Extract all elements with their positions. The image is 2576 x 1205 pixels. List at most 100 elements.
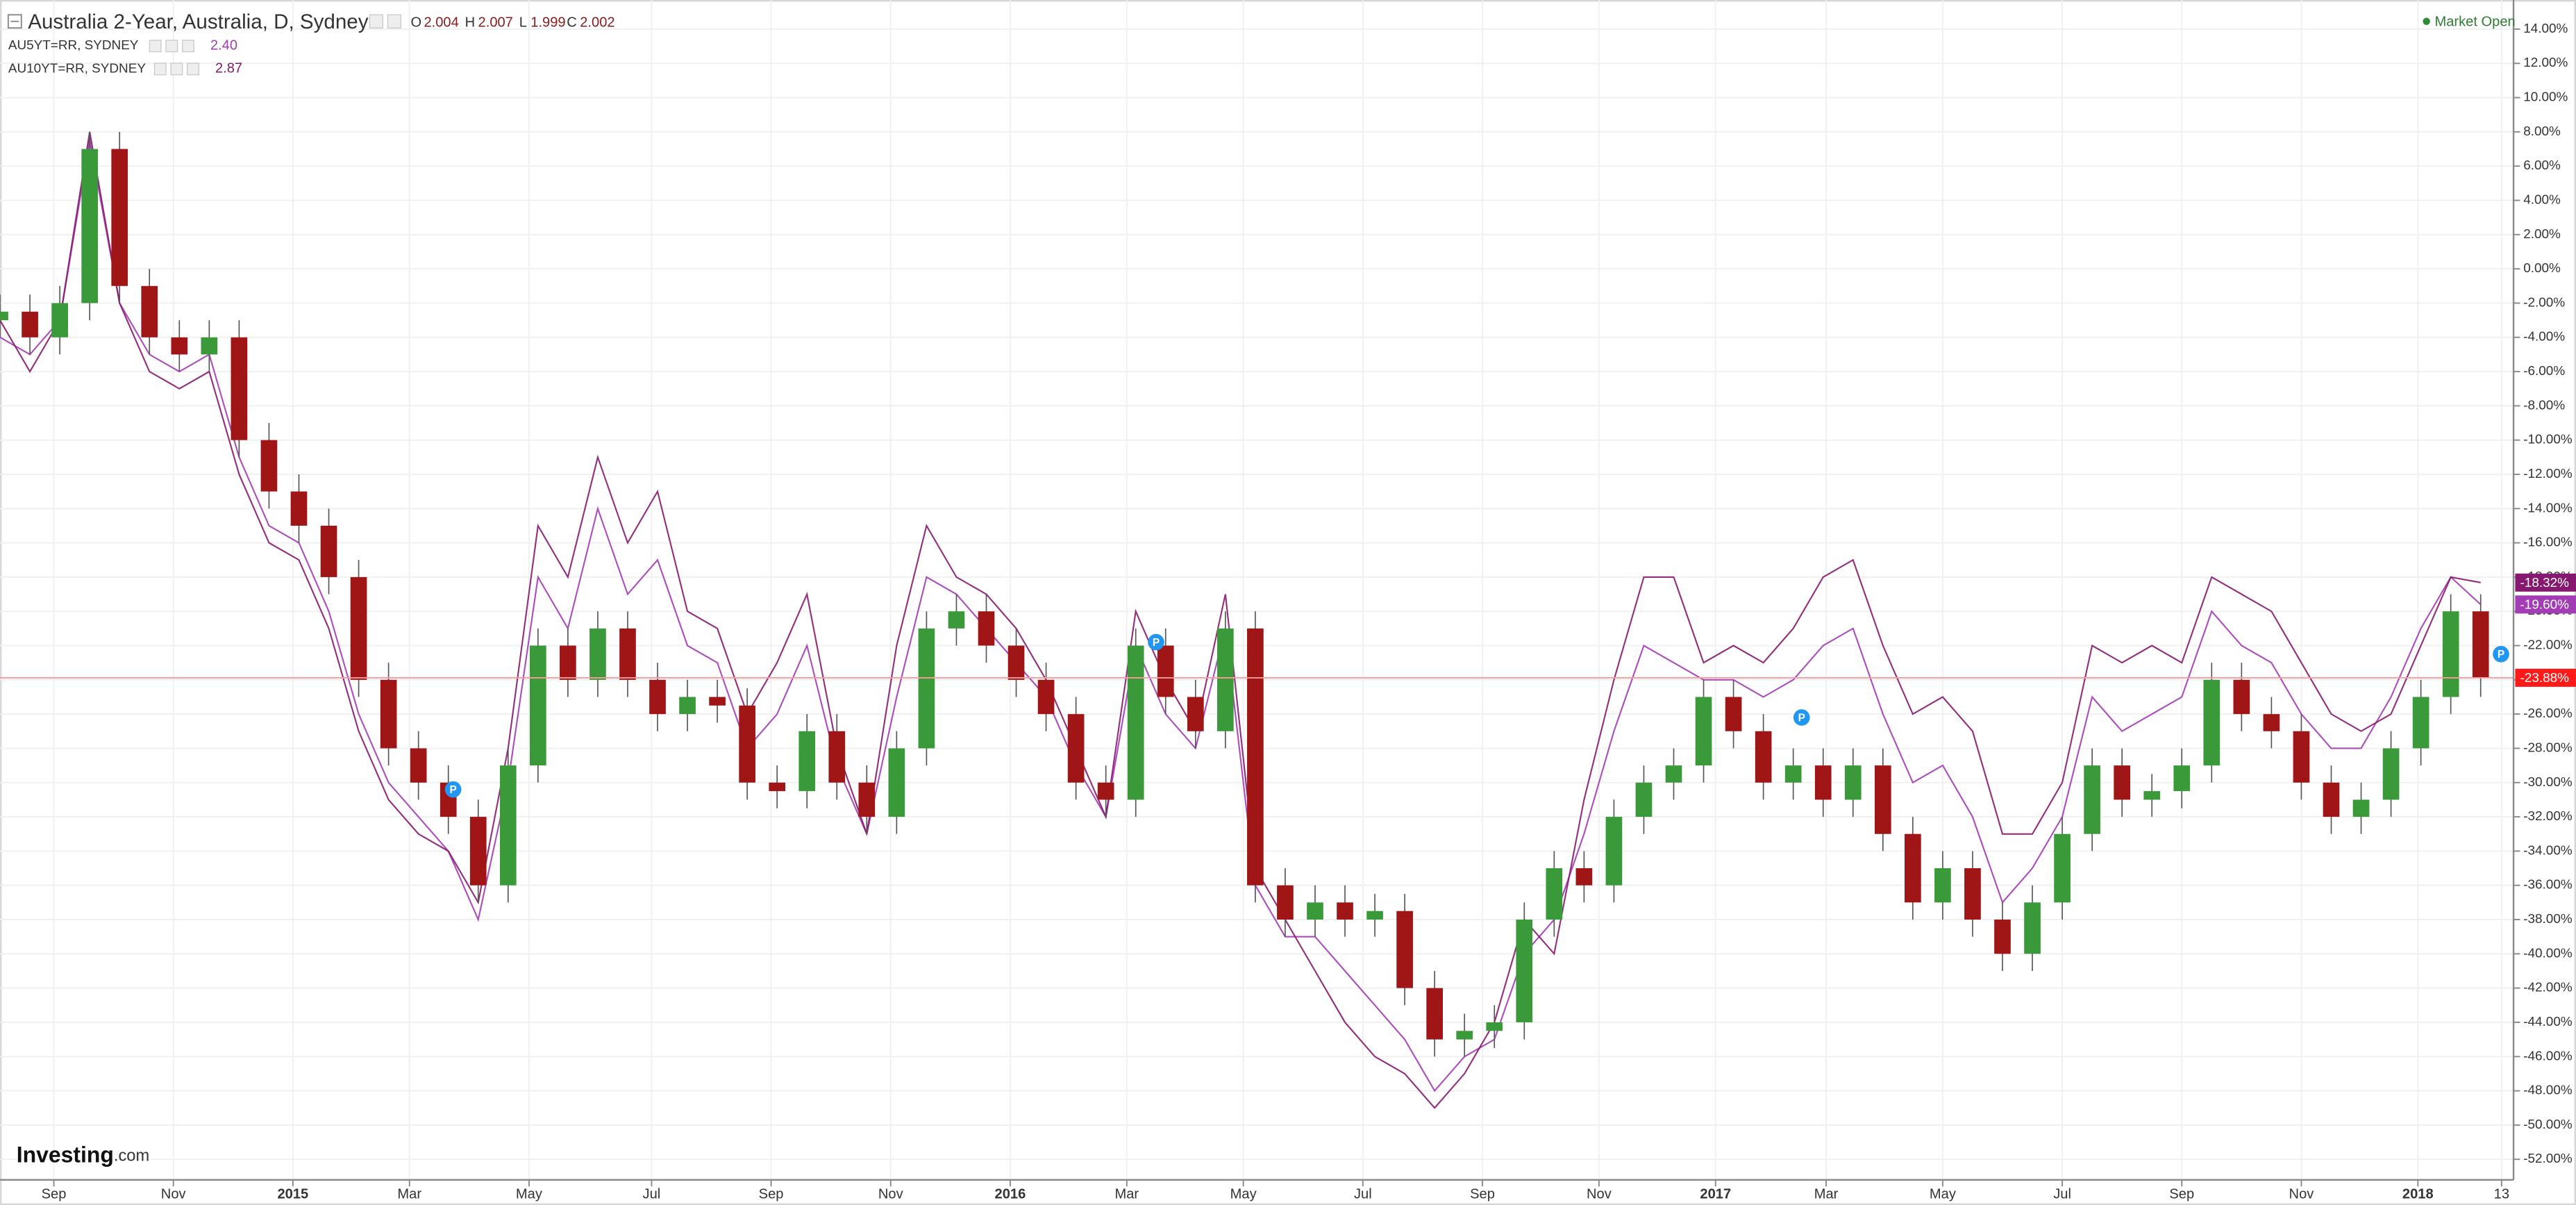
candle-body [1007, 645, 1025, 680]
x-tick-label: Sep [2169, 1186, 2194, 1202]
ohlc-key: C [567, 15, 577, 30]
logo-suffix: .com [114, 1147, 149, 1165]
candle-body [2024, 902, 2041, 954]
candle-body [2084, 765, 2100, 834]
candle-body [1516, 920, 1533, 1022]
legend-icon [181, 40, 194, 53]
hide-icon[interactable] [387, 14, 402, 28]
y-tick-label: -40.00% [2523, 946, 2573, 961]
candle-body [1546, 868, 1563, 920]
candle-body [619, 628, 636, 680]
y-tick-label: -50.00% [2523, 1117, 2573, 1132]
x-tick-label: Jul [2053, 1186, 2071, 1202]
price-box-label: -23.88% [2520, 671, 2570, 685]
candle-body [499, 765, 517, 886]
candle-body [1486, 1022, 1503, 1031]
y-tick-label: -10.00% [2523, 433, 2573, 447]
x-tick-label: Sep [759, 1186, 784, 1202]
candle-body [1725, 697, 1742, 731]
ohlc-value: 2.007 [478, 15, 513, 30]
candle-body [798, 731, 816, 792]
candle-body [22, 311, 38, 338]
candle-body [679, 697, 696, 715]
x-tick-label: Mar [1814, 1186, 1839, 1202]
y-tick-label: -38.00% [2523, 912, 2573, 926]
y-tick-label: 4.00% [2523, 192, 2561, 207]
legend-name: AU10YT=RR, SYDNEY [8, 61, 146, 76]
ohlc-value: 1.999 [530, 15, 565, 30]
x-tick-label: Sep [42, 1186, 67, 1202]
candle-body [201, 337, 218, 355]
candle-body [1456, 1031, 1473, 1040]
settings-icon[interactable] [369, 14, 384, 28]
header-quotes: O 2.004 H 2.007 L 1.999 C 2.002 AU5YT=RR, SYDNEY… [8, 15, 615, 76]
candle-body [1784, 765, 1802, 783]
candle-body [410, 748, 427, 783]
candle-body [1814, 765, 1832, 800]
y-tick-label: -48.00% [2523, 1083, 2573, 1098]
candle-body [2173, 765, 2191, 792]
y-tick-label: -32.00% [2523, 809, 2573, 824]
event-label: P [449, 784, 456, 796]
candle-body [2114, 765, 2131, 800]
candle-body [1277, 885, 1294, 920]
y-tick-label: -26.00% [2523, 706, 2573, 721]
y-tick-label: -44.00% [2523, 1015, 2573, 1029]
candle-body [1844, 765, 1862, 800]
candle-body [171, 337, 188, 355]
price-box-label: -19.60% [2520, 598, 2570, 613]
x-tick-label: Mar [1114, 1186, 1139, 1202]
y-tick-label: -36.00% [2523, 878, 2573, 892]
price-box [2515, 668, 2576, 687]
logo: Investing.com [17, 1142, 149, 1167]
x-tick-label: Mar [397, 1186, 421, 1202]
x-tick-label: May [1930, 1186, 1957, 1202]
candle-body [2203, 679, 2220, 766]
x-tick-label: May [1230, 1186, 1257, 1202]
y-tick-label: 0.00% [2523, 261, 2561, 276]
candle-body [1337, 902, 1353, 920]
candle-body [81, 149, 99, 304]
y-tick-label: -4.00% [2523, 330, 2565, 344]
x-tick-label: Nov [161, 1186, 186, 1202]
candle-body [111, 149, 128, 286]
status-dot [2423, 17, 2430, 25]
collapse-icon[interactable] [7, 14, 22, 29]
candle-body [2382, 748, 2400, 800]
candle-body [2323, 782, 2340, 817]
candle-body [888, 748, 905, 817]
ohlc-value: 2.002 [580, 15, 614, 30]
candle-body [320, 525, 337, 577]
y-tick-label: -8.00% [2523, 398, 2565, 413]
event-marker [1148, 633, 1164, 651]
y-tick-label: -46.00% [2523, 1049, 2573, 1063]
event-marker [2493, 646, 2509, 663]
candle-body [2352, 799, 2370, 817]
legend-name: AU5YT=RR, SYDNEY [8, 38, 139, 53]
y-tick-label: 14.00% [2523, 22, 2568, 36]
y-tick-label: -52.00% [2523, 1152, 2573, 1166]
chart-title: Australia 2-Year, Australia, D, Sydney [28, 10, 368, 33]
candle-body [2442, 611, 2459, 697]
x-tick-label: Nov [878, 1186, 903, 1202]
x-tick-label: Jul [643, 1186, 661, 1202]
legend-icon [153, 63, 167, 76]
candle-body [1187, 697, 1204, 731]
y-tick-label: -6.00% [2523, 364, 2565, 379]
x-tick-label: 2016 [995, 1186, 1026, 1202]
candle-body [0, 311, 8, 321]
candle-body [469, 817, 487, 886]
candle-body [560, 645, 576, 680]
x-tick-label: 2018 [2402, 1186, 2434, 1202]
candle-body [978, 611, 995, 646]
candle-body [1097, 782, 1114, 800]
x-tick-label: 2017 [1700, 1186, 1731, 1202]
event-marker [1793, 709, 1810, 726]
candle-body [231, 337, 248, 440]
candle-body [2143, 791, 2161, 800]
candle-body [1366, 911, 1383, 920]
x-tick-label: Sep [1470, 1186, 1495, 1202]
candle-body [2263, 714, 2280, 731]
y-tick-label: -16.00% [2523, 535, 2573, 550]
candle-body [141, 285, 158, 338]
